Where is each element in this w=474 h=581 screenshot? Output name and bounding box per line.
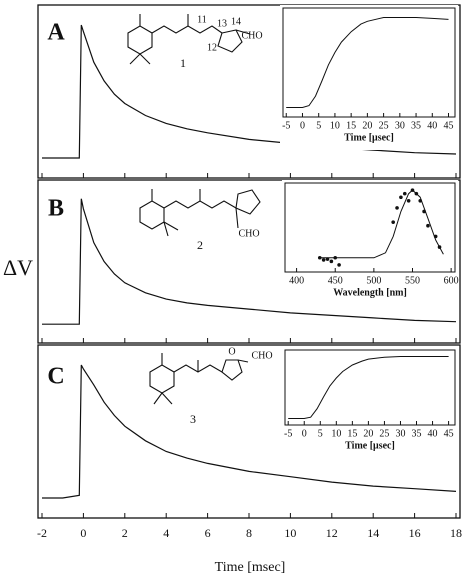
molecule-label: CHO xyxy=(251,350,272,361)
inset-x-tick-label: 5 xyxy=(318,428,323,439)
x-tick-label: 6 xyxy=(205,526,211,540)
inset-x-label: Wavelength [nm] xyxy=(333,287,407,298)
inset-curve xyxy=(319,189,444,259)
inset-point xyxy=(399,195,403,200)
inset-curve xyxy=(286,17,449,108)
inset-x-tick-label: 25 xyxy=(379,120,389,131)
inset-x-tick-label: 400 xyxy=(289,275,304,286)
compound-number: 1 xyxy=(180,56,186,70)
molecule-label: CHO xyxy=(238,228,259,239)
x-tick-label: 8 xyxy=(246,526,252,540)
molecule-3 xyxy=(149,353,249,405)
inset-x-tick-label: 0 xyxy=(302,428,307,439)
inset-background xyxy=(280,5,458,150)
molecule-label: O xyxy=(228,346,235,357)
x-tick-label: 2 xyxy=(122,526,128,540)
inset-x-tick-label: 25 xyxy=(379,428,389,439)
inset-x-tick-label: 600 xyxy=(444,275,459,286)
inset-x-tick-label: 10 xyxy=(330,120,340,131)
inset-point xyxy=(391,220,395,224)
inset-x-tick-label: 0 xyxy=(300,120,305,131)
inset-point xyxy=(317,255,322,260)
inset-frame xyxy=(284,182,456,273)
x-tick-label: 16 xyxy=(409,526,421,540)
inset-x-tick-label: 15 xyxy=(347,428,357,439)
molecule-label: 14 xyxy=(231,16,241,27)
panel-letter: B xyxy=(48,196,64,222)
inset-background xyxy=(282,180,458,305)
inset-x-tick-label: 30 xyxy=(395,428,405,439)
x-tick-label: 14 xyxy=(367,526,379,540)
inset-x-tick-label: 40 xyxy=(427,120,437,131)
x-tick-label: 18 xyxy=(450,526,462,540)
inset-x-tick-label: 550 xyxy=(405,275,420,286)
x-tick-label: 0 xyxy=(80,526,86,540)
inset-point xyxy=(395,206,399,210)
inset-frame xyxy=(282,7,456,118)
x-tick-label: -2 xyxy=(37,526,47,540)
inset-point xyxy=(402,191,407,196)
x-axis-label: Time [msec] xyxy=(215,560,286,575)
inset-x-label: Time [μsec] xyxy=(344,132,394,143)
inset-x-tick-label: 450 xyxy=(328,275,343,286)
inset-x-tick-label: 10 xyxy=(331,428,341,439)
inset-x-tick-label: 20 xyxy=(363,428,373,439)
molecule-label: 13 xyxy=(217,18,227,29)
x-tick-label: 10 xyxy=(284,526,296,540)
y-axis-label: ΔV xyxy=(3,255,33,280)
inset-point xyxy=(426,223,430,228)
panel-letter: C xyxy=(47,364,64,390)
molecule-label: CHO xyxy=(241,30,262,41)
compound-number: 2 xyxy=(197,238,203,252)
panel-letter: A xyxy=(47,20,65,46)
inset-x-tick-label: 40 xyxy=(428,428,438,439)
inset-point xyxy=(406,199,411,203)
inset-point xyxy=(321,258,326,262)
inset-x-tick-label: 35 xyxy=(412,428,422,439)
inset-x-tick-label: 20 xyxy=(362,120,372,131)
inset-x-tick-label: 35 xyxy=(411,120,421,131)
trace xyxy=(42,198,457,325)
molecule-label: 12 xyxy=(207,42,217,53)
inset-x-tick-label: 45 xyxy=(444,120,454,131)
inset-x-tick-label: -5 xyxy=(282,120,290,131)
x-tick-label: 12 xyxy=(326,526,338,540)
inset-x-tick-label: -5 xyxy=(284,428,292,439)
inset-x-label: Time [μsec] xyxy=(345,440,395,451)
molecule-2 xyxy=(139,189,261,237)
inset-point xyxy=(337,263,341,267)
compound-number: 3 xyxy=(190,412,196,426)
molecule-label: 11 xyxy=(197,14,207,25)
inset-x-tick-label: 45 xyxy=(444,428,454,439)
inset-frame xyxy=(284,349,456,426)
molecule-1 xyxy=(127,14,251,65)
inset-background xyxy=(282,347,458,458)
inset-point xyxy=(329,259,334,264)
inset-x-tick-label: 30 xyxy=(395,120,405,131)
trace xyxy=(42,364,457,499)
inset-x-tick-label: 500 xyxy=(366,275,381,286)
inset-x-tick-label: 15 xyxy=(346,120,356,131)
inset-x-tick-label: 5 xyxy=(316,120,321,131)
x-tick-label: 4 xyxy=(163,526,169,540)
inset-curve xyxy=(288,356,449,419)
